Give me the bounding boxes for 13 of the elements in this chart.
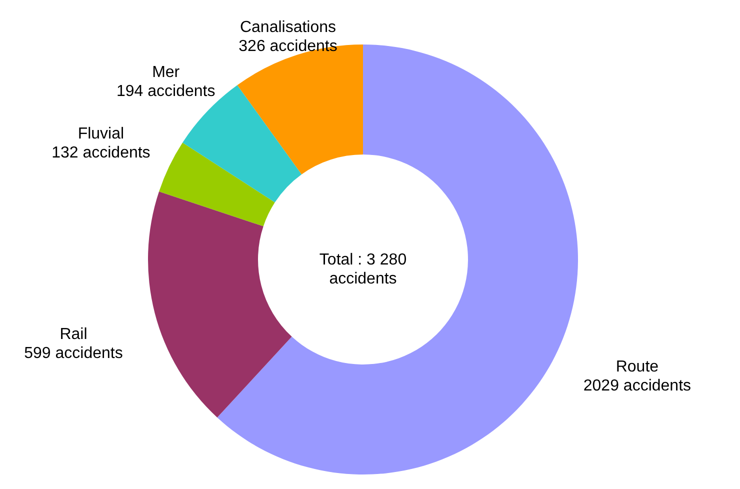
data-label: 326 accidents: [238, 38, 338, 56]
data-label: 2029 accidents: [583, 378, 692, 395]
donut-slice: [159, 142, 275, 226]
data-label: 132 accidents: [52, 144, 150, 162]
text: Total : 3 280 accidents: [319, 252, 407, 288]
slice-label: Route: [616, 358, 659, 376]
data-label: 599 accidents: [24, 345, 123, 362]
slice-label: Canalisations: [240, 19, 336, 36]
data-label: 194 accidents: [116, 82, 216, 100]
donut-slice: [148, 191, 292, 418]
slice-label: Mer: [152, 64, 180, 81]
slice-label: Rail: [60, 326, 88, 344]
slice-label: Fluvial: [78, 125, 124, 142]
